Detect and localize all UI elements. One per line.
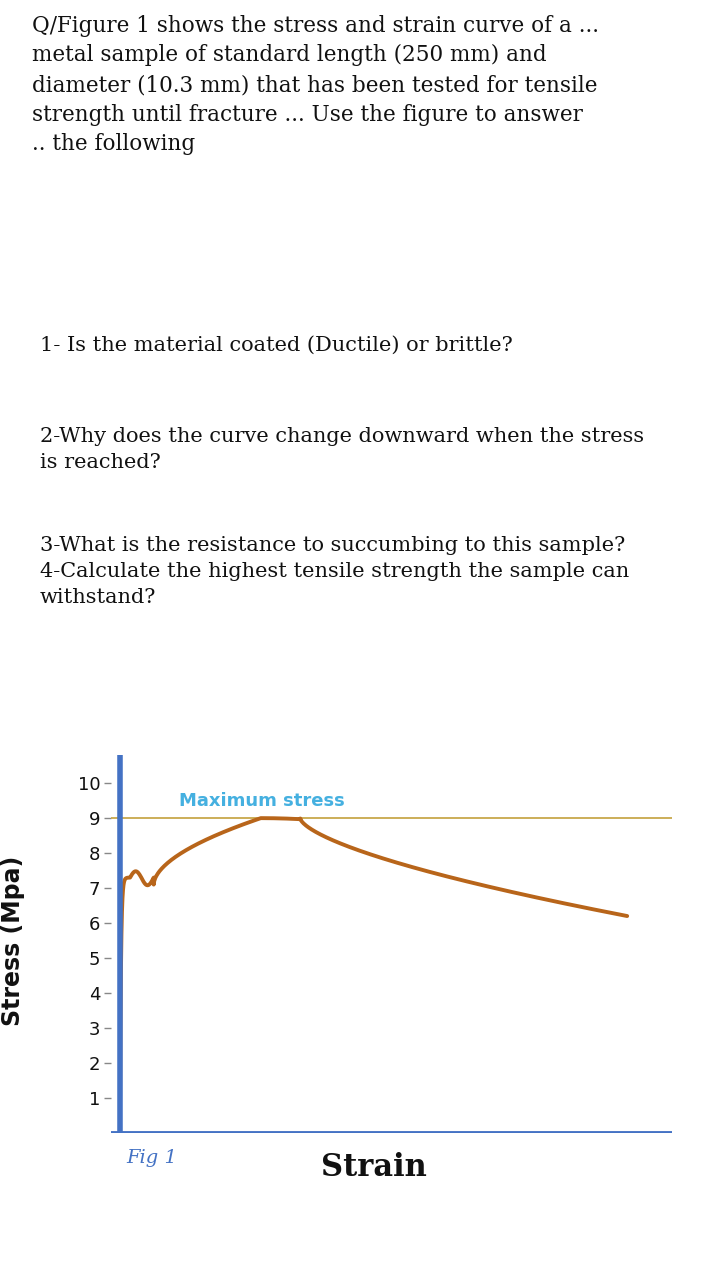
Text: Fig 1: Fig 1 (126, 1149, 177, 1167)
Text: Stress (Mpa): Stress (Mpa) (1, 855, 25, 1027)
Text: Strain: Strain (321, 1152, 427, 1183)
Text: 1- Is the material coated (Ductile) or brittle?: 1- Is the material coated (Ductile) or b… (40, 335, 513, 355)
Text: Q/Figure 1 shows the stress and strain curve of a ...
metal sample of standard l: Q/Figure 1 shows the stress and strain c… (32, 14, 600, 155)
Text: Maximum stress: Maximum stress (179, 792, 345, 810)
Text: 2-Why does the curve change downward when the stress
is reached?: 2-Why does the curve change downward whe… (40, 426, 644, 471)
Text: 3-What is the resistance to succumbing to this sample?
4-Calculate the highest t: 3-What is the resistance to succumbing t… (40, 536, 629, 607)
